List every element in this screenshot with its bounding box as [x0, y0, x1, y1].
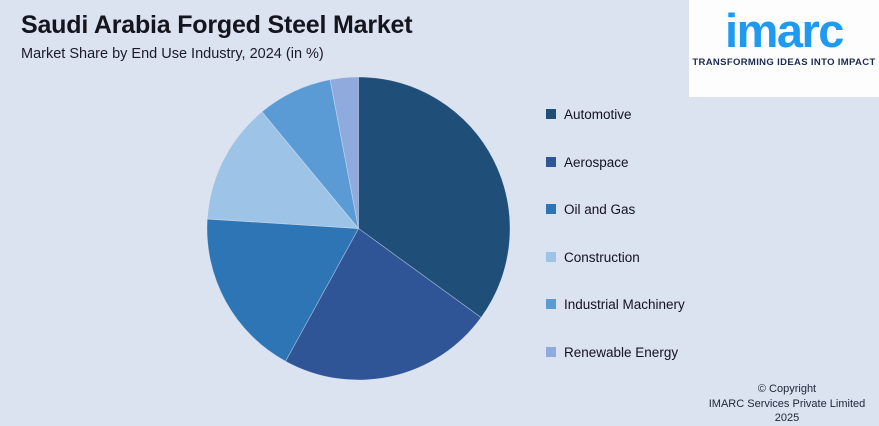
legend-item-automotive: Automotive: [546, 106, 685, 126]
page-subtitle: Market Share by End Use Industry, 2024 (…: [21, 46, 324, 62]
legend-swatch-construction: [546, 251, 556, 262]
legend-swatch-automotive: [546, 109, 556, 119]
pie-slice-automotive: [358, 76, 511, 319]
pie-slice-industrial-machinery: [261, 79, 359, 229]
copyright-line2: IMARC Services Private Limited 2025: [708, 397, 866, 425]
imarc-logo-tagline: TRANSFORMING IDEAS INTO IMPACT: [692, 56, 876, 68]
legend-label-industrial-machinery: Industrial Machinery: [564, 297, 685, 312]
pie-slice-construction: [206, 111, 360, 229]
header: Saudi Arabia Forged Steel Market Market …: [21, 11, 413, 62]
legend-label-construction: Construction: [564, 249, 640, 265]
legend-item-construction: Construction: [546, 249, 685, 269]
legend-label-aerospace: Aerospace: [564, 154, 629, 170]
pie-slice-oil-and-gas: [206, 218, 360, 362]
copyright-notice: © Copyright IMARC Services Private Limit…: [706, 382, 868, 426]
pie-slice-renewable-energy: [329, 76, 359, 229]
legend-label-renewable-energy: Renewable Energy: [564, 344, 679, 360]
legend-swatch-aerospace: [546, 156, 556, 167]
imarc-logo-card: imarc TRANSFORMING IDEAS INTO IMPACT: [689, 0, 879, 97]
legend-item-oil-and-gas: Oil and Gas: [546, 201, 685, 221]
legend-swatch-renewable-energy: [546, 346, 556, 357]
pie-chart: [206, 76, 511, 381]
page-title: Saudi Arabia Forged Steel Market: [21, 11, 413, 39]
legend-item-renewable-energy: Renewable Energy: [546, 344, 685, 364]
legend-label-automotive: Automotive: [564, 107, 632, 122]
legend-item-aerospace: Aerospace: [546, 154, 685, 174]
legend-item-industrial-machinery: Industrial Machinery: [546, 296, 685, 316]
chart-legend: Automotive Aerospace Oil and Gas Constru…: [546, 106, 685, 391]
legend-swatch-industrial-machinery: [546, 299, 556, 309]
pie-chart-container: [206, 76, 511, 381]
legend-swatch-oil-and-gas: [546, 204, 556, 214]
copyright-line1: © Copyright: [757, 383, 817, 395]
pie-slice-aerospace: [285, 227, 482, 381]
legend-label-oil-and-gas: Oil and Gas: [564, 202, 636, 217]
imarc-logo-wordmark: imarc: [725, 4, 844, 57]
